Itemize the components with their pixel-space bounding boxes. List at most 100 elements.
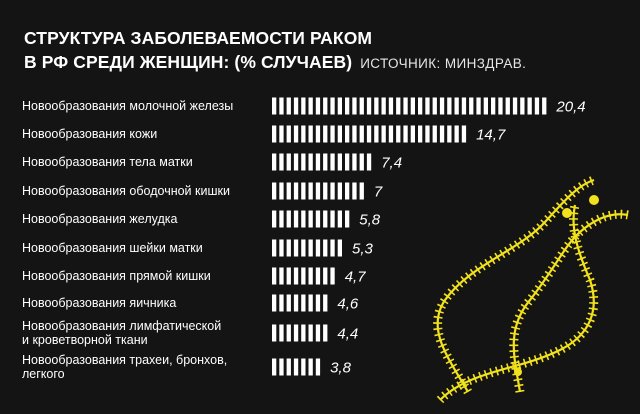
bar-segment xyxy=(308,210,313,228)
bar-segment xyxy=(315,125,321,143)
bar-segment xyxy=(512,97,518,115)
bar xyxy=(272,239,342,257)
value-label: 14,7 xyxy=(476,127,506,144)
bar-segment xyxy=(527,97,532,115)
bar-segment xyxy=(498,97,503,115)
bar-segment xyxy=(359,153,364,171)
bar-segment xyxy=(323,294,328,312)
bar-segment xyxy=(301,97,306,115)
value-label: 7 xyxy=(374,184,383,201)
bar-segment xyxy=(308,358,313,376)
bar-segment xyxy=(345,153,350,171)
bar-segment xyxy=(286,125,291,143)
bar-segment xyxy=(279,210,284,228)
bar-segment xyxy=(286,239,291,257)
bar-segment xyxy=(491,97,496,115)
bar-segment xyxy=(301,210,306,228)
bar-segment xyxy=(439,125,445,143)
category-label: Новообразования кожи xyxy=(22,127,157,141)
ribbon-stitch-line xyxy=(436,178,595,393)
bar-segment xyxy=(308,182,313,200)
bar-segment xyxy=(323,210,328,228)
ribbon-stitch-ticks xyxy=(509,209,629,393)
title-line-2-text: В РФ СРЕДИ ЖЕНЩИН: (% СЛУЧАЕВ) xyxy=(24,52,353,72)
bar-segment xyxy=(308,239,313,257)
value-label: 5,3 xyxy=(352,241,374,258)
bar-segment xyxy=(315,294,321,312)
bar-segment xyxy=(286,358,291,376)
bar-segment xyxy=(352,182,357,200)
awareness-ribbon-icon xyxy=(433,175,629,404)
source-note: ИСТОЧНИК: МИНЗДРАВ. xyxy=(360,56,527,71)
bar-segment xyxy=(308,324,313,342)
bar-segment xyxy=(293,153,299,171)
bar-segment xyxy=(315,210,321,228)
bar-segment xyxy=(323,239,328,257)
value-label: 20,4 xyxy=(555,99,585,116)
bar-segment xyxy=(425,97,430,115)
bar-segment xyxy=(352,97,357,115)
bars xyxy=(272,97,547,376)
bar-segment xyxy=(330,153,335,171)
bar-segment xyxy=(381,125,386,143)
bar-segment xyxy=(323,182,328,200)
bar xyxy=(272,182,364,200)
bar-segment xyxy=(286,97,291,115)
bar xyxy=(272,294,328,312)
bar-segment xyxy=(345,210,350,228)
bar-segment xyxy=(315,153,321,171)
bar-segment xyxy=(345,125,350,143)
bar-segment xyxy=(272,182,277,200)
bar xyxy=(272,97,547,115)
bar-segment xyxy=(410,125,415,143)
bar-segment xyxy=(315,97,321,115)
ribbon-knot xyxy=(514,368,522,376)
bar-segment xyxy=(272,324,277,342)
bar-segment xyxy=(483,97,488,115)
ribbon-stitch-line xyxy=(439,204,595,401)
bar-segment xyxy=(534,97,540,115)
bar-segment xyxy=(476,97,481,115)
bar-segment xyxy=(286,294,291,312)
bar-segment xyxy=(293,294,299,312)
bar-segment xyxy=(308,153,313,171)
bar-segment xyxy=(293,239,299,257)
bar-segment xyxy=(352,153,357,171)
category-label: Новообразования желудка xyxy=(22,212,177,226)
bar-segment xyxy=(542,97,547,115)
bar-segment xyxy=(469,97,474,115)
bar-segment xyxy=(418,97,423,115)
bar-segment xyxy=(330,182,335,200)
bar-segment xyxy=(323,267,328,285)
bar-segment xyxy=(286,324,291,342)
bar-segment xyxy=(279,125,284,143)
bar-segment xyxy=(330,97,335,115)
bar-segment xyxy=(286,210,291,228)
bar xyxy=(272,210,350,228)
bar-segment xyxy=(388,97,394,115)
value-label: 4,6 xyxy=(337,296,359,313)
category-labels: Новообразования молочной железы Новообраз… xyxy=(22,99,233,381)
bar-segment xyxy=(381,97,386,115)
bar-segment xyxy=(359,182,364,200)
bar-segment xyxy=(308,294,313,312)
bar-segment xyxy=(454,125,459,143)
bar-segment xyxy=(301,125,306,143)
bar-segment xyxy=(520,97,525,115)
bar-segment xyxy=(279,153,284,171)
bar-segment xyxy=(439,97,445,115)
bar-segment xyxy=(505,97,510,115)
category-label: легкого xyxy=(22,367,65,381)
bar-segment xyxy=(323,153,328,171)
bar-segment xyxy=(337,182,342,200)
bar xyxy=(272,324,328,342)
ribbon-knot xyxy=(562,208,572,218)
bar-segment xyxy=(447,97,452,115)
title-line-1: СТРУКТУРА ЗАБОЛЕВАЕМОСТИ РАКОМ xyxy=(24,28,373,48)
bar-segment xyxy=(352,125,357,143)
bar-segment xyxy=(345,97,350,115)
value-label: 3,8 xyxy=(330,360,352,377)
chart-title: СТРУКТУРА ЗАБОЛЕВАЕМОСТИ РАКОМ В РФ СРЕД… xyxy=(24,26,526,76)
bar-segment xyxy=(301,182,306,200)
